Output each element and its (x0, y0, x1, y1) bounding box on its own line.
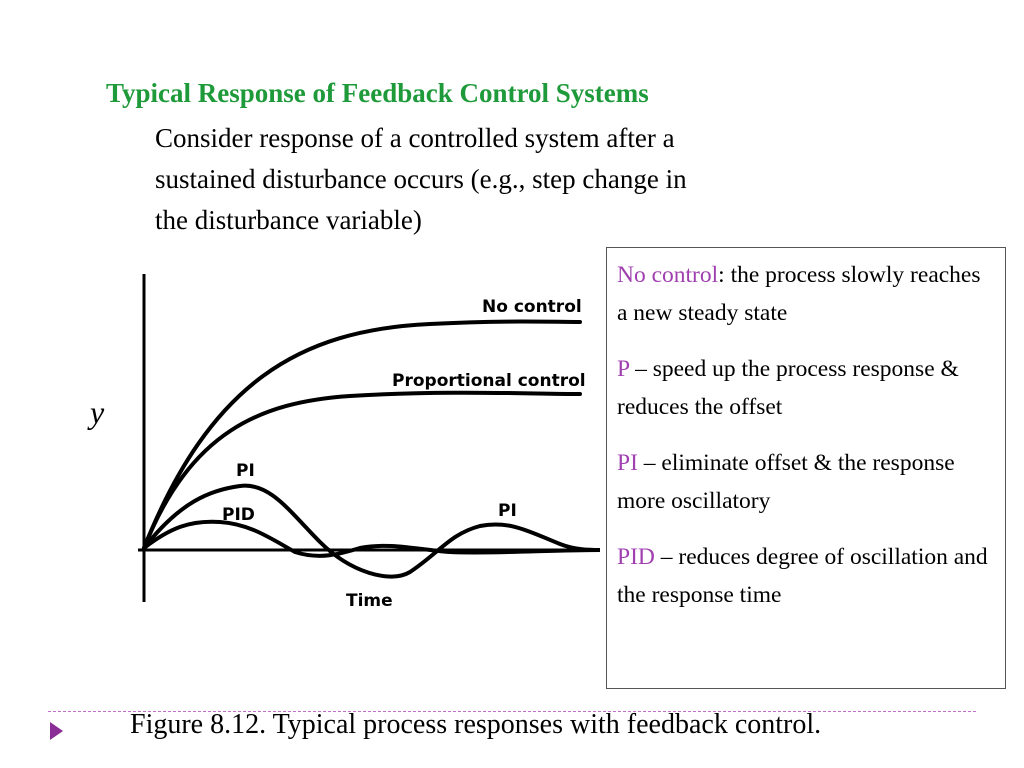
info-pi: PI – eliminate offset & the response mor… (617, 444, 995, 520)
info-term: No control (617, 262, 719, 288)
figure-caption: Figure 8.12. Typical process responses w… (130, 709, 822, 740)
intro-line-1: Consider response of a controlled system… (155, 123, 675, 153)
pi-curve (142, 483, 600, 579)
slide-title: Typical Response of Feedback Control Sys… (106, 78, 649, 108)
info-text: – speed up the process response & reduce… (617, 356, 959, 420)
info-proportional: P – speed up the process response & redu… (617, 350, 995, 426)
info-text: – eliminate offset & the response more o… (617, 450, 955, 514)
info-text: : the process slowly reaches a new stead… (617, 262, 981, 326)
intro-line-2: sustained disturbance occurs (e.g., step… (155, 164, 687, 194)
intro-text: Consider response of a controlled system… (155, 118, 845, 241)
proportional-curve (142, 390, 582, 550)
info-pid: PID – reduces degree of oscillation and … (617, 538, 995, 614)
no-control-label: No control (482, 297, 582, 317)
no-control-curve (142, 319, 582, 550)
proportional-label: Proportional control (392, 371, 586, 391)
pi-lower-label: PI (498, 501, 517, 521)
info-term: P (617, 356, 630, 382)
pid-label: PID (222, 505, 255, 525)
triangle-bullet-icon (50, 722, 63, 740)
footer-divider (48, 711, 976, 712)
info-no-control: No control: the process slowly reaches a… (617, 256, 995, 332)
info-term: PI (617, 450, 638, 476)
pi-upper-label: PI (236, 461, 255, 481)
time-axis-label: Time (346, 591, 393, 611)
response-figure: No control Proportional control PI PID P… (138, 274, 600, 611)
info-text: – reduces degree of oscillation and the … (617, 544, 988, 608)
intro-line-3: the disturbance variable) (155, 205, 422, 235)
y-axis-label: y (90, 394, 105, 430)
info-term: PID (617, 544, 655, 570)
pid-curve (142, 519, 600, 558)
info-box: No control: the process slowly reaches a… (606, 247, 1006, 689)
